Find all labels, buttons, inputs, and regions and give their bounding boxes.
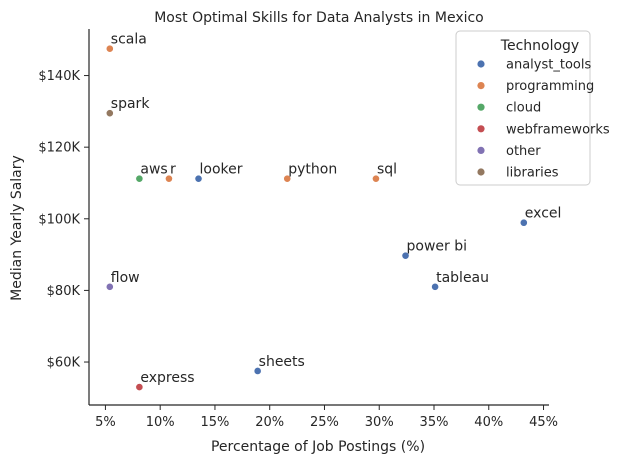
point-label: power bi [407,239,468,255]
legend-marker [477,60,485,68]
legend-marker [477,82,485,90]
point-label: scala [111,32,147,48]
data-point-flow [105,282,114,291]
y-tick-label: $60K [47,356,81,371]
x-tick-label: 35% [420,415,449,430]
y-tick-label: $80K [47,284,81,299]
x-tick-label: 20% [255,415,284,430]
data-point-spark [105,109,114,118]
y-tick-label: $120K [38,141,80,156]
data-point-sql [372,174,380,183]
point-label: spark [111,96,151,112]
data-point-r [165,174,173,183]
legend-marker [477,168,485,176]
x-tick-label: 30% [365,415,394,430]
point-label: sql [377,162,397,178]
point-label: python [288,162,337,178]
point-label: r [170,162,176,178]
data-point-sheets [253,367,262,375]
data-point-power-bi [401,251,410,260]
legend-entry: programming [506,79,594,94]
x-tick-label: 40% [474,415,503,430]
legend-box [455,30,591,186]
x-tick-label: 25% [310,415,339,430]
data-point-python [283,174,292,183]
legend-entry: cloud [506,101,541,116]
axes: 5% 10% 15% 20% 25% 30% 35% 40% 45% $60K $80K $100K $… [38,29,558,430]
point-labels: scala spark aws r looker python sql excel power … [111,32,562,386]
point-label: aws [140,162,167,178]
chart-title: Most Optimal Skills for Data Analysts in… [154,10,484,26]
legend-entry: analyst_tools [506,58,591,73]
data-point-looker [194,174,203,183]
point-label: express [140,370,194,386]
legend-marker [477,103,485,111]
x-tick-label: 45% [529,415,558,430]
y-axis-label: Median Yearly Salary [9,155,25,301]
x-tick-label: 10% [146,415,175,430]
legend-entry: other [506,144,541,159]
data-point-excel [519,218,528,227]
x-tick-label: 15% [200,415,229,430]
point-label: tableau [436,270,489,286]
legend-title: Technology [500,38,579,54]
data-points [105,44,528,391]
data-point-aws [135,174,144,183]
legend-entry: webframeworks [506,122,610,137]
y-tick-label: $100K [38,212,80,227]
legend: Technology analyst_tools programming cloud… [455,30,610,186]
point-label: excel [525,206,562,222]
legend-entry: libraries [506,166,559,181]
legend-marker [477,125,485,133]
point-label: looker [200,162,243,178]
x-axis-label: Percentage of Job Postings (%) [211,439,425,455]
data-point-tableau [431,282,439,291]
y-tick-label: $140K [38,69,80,84]
point-label: flow [111,270,140,286]
x-tick-label: 5% [95,415,116,430]
data-point-express [135,383,144,391]
legend-marker [477,146,485,154]
data-point-scala [105,44,114,53]
point-label: sheets [259,354,305,370]
